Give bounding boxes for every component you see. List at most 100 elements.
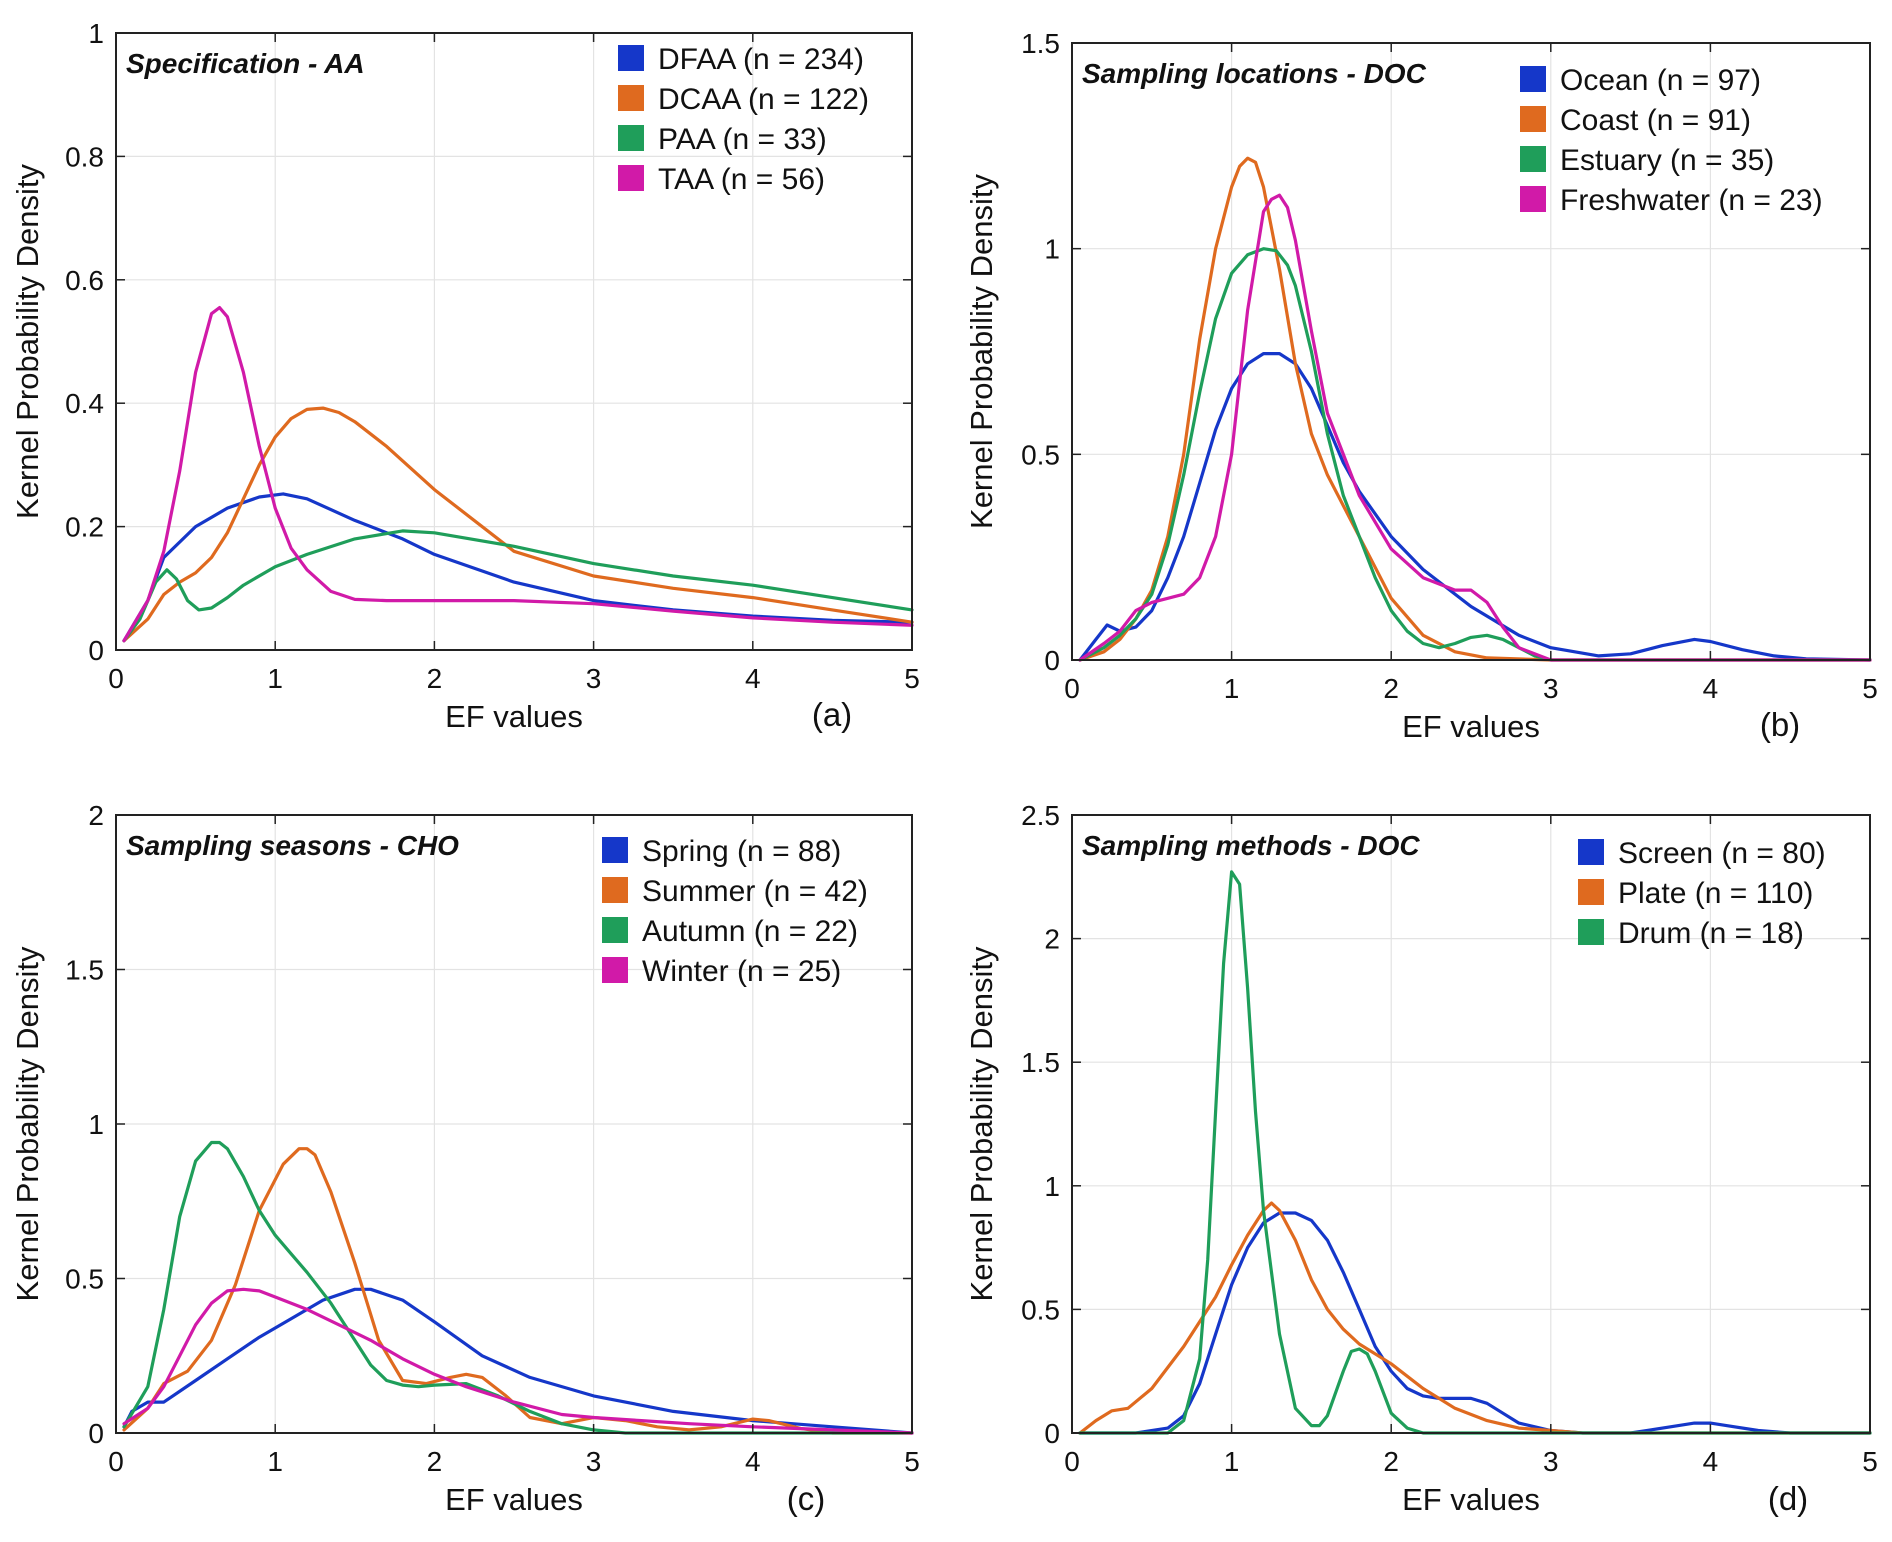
legend-label: Spring (n = 88) [642,835,841,868]
series-line-a-3 [122,306,914,643]
x-tick-label: 3 [586,1446,602,1477]
y-tick-label: 0 [1044,1418,1060,1449]
x-tick-label: 1 [267,663,283,694]
y-tick-label: 2.5 [1021,800,1060,831]
x-tick-label: 5 [1862,673,1878,704]
y-tick-label: 0.5 [65,1264,104,1295]
y-tick-label: 0.5 [1021,439,1060,470]
y-tick-label: 1 [1044,1171,1060,1202]
legend-swatch [1578,919,1604,945]
x-tick-label: 1 [267,1446,283,1477]
plot-area [1072,815,1870,1433]
legend-swatch [1520,106,1546,132]
series-line-a-1 [122,406,914,643]
x-tick-label: 1 [1224,1446,1240,1477]
x-tick-label: 0 [108,1446,124,1477]
series-line-b-3 [1078,193,1872,662]
plot-area [1072,43,1870,660]
panel-title: Specification - AA [126,48,365,79]
axes-frame [1071,42,1871,661]
legend-swatch [618,165,644,191]
panel-label: (b) [1760,706,1800,743]
y-axis-title: Kernel Probability Density [964,174,999,529]
series-line-a-2 [122,529,914,643]
series-line-c-3 [122,1287,914,1435]
legend-label: DFAA (n = 234) [658,43,864,76]
y-axis-title: Kernel Probability Density [10,946,45,1301]
panel-title: Sampling locations - DOC [1082,58,1427,89]
legend-swatch [602,957,628,983]
legend-swatch [1520,146,1546,172]
x-tick-label: 0 [1064,1446,1080,1477]
x-tick-label: 4 [1703,673,1719,704]
y-tick-label: 0.4 [65,388,104,419]
series-line-d-2 [1078,870,1872,1435]
y-tick-label: 0.2 [65,512,104,543]
legend-swatch [602,837,628,863]
legend-label: Summer (n = 42) [642,875,868,908]
y-tick-label: 1 [88,1109,104,1140]
legend: Screen (n = 80) Plate (n = 110) Drum (n = … [1578,837,1826,950]
legend-swatch [1520,66,1546,92]
x-tick-label: 2 [427,1446,443,1477]
axes-frame [1071,814,1871,1434]
x-tick-label: 4 [745,663,761,694]
y-tick-label: 0.5 [1021,1294,1060,1325]
legend: DFAA (n = 234) DCAA (n = 122) PAA (n = 33)… [618,43,869,196]
legend-swatch [602,877,628,903]
legend-swatch [602,917,628,943]
x-tick-label: 2 [1383,1446,1399,1477]
x-tick-label: 5 [904,1446,920,1477]
legend-label: Autumn (n = 22) [642,915,858,948]
legend-swatch [1520,186,1546,212]
legend-swatch [618,125,644,151]
y-tick-label: 2 [88,800,104,831]
chart-panel-a: 0 1 2 3 4 5 0 0.2 0.4 0.6 0.8 1 EF values Kernel Prob… [10,18,920,734]
legend-label: Ocean (n = 97) [1560,64,1761,97]
x-tick-label: 1 [1224,673,1240,704]
panel-title: Sampling methods - DOC [1082,830,1420,861]
series-line-d-0 [1078,1211,1872,1435]
x-tick-label: 5 [1862,1446,1878,1477]
legend-label: Winter (n = 25) [642,955,841,988]
legend-swatch [1578,839,1604,865]
series-line-b-2 [1078,247,1872,662]
x-tick-label: 4 [745,1446,761,1477]
x-axis-title: EF values [1402,709,1540,744]
x-tick-label: 0 [1064,673,1080,704]
chart-panel-b: 0 1 2 3 4 5 0 0.5 1 1.5 EF values Kernel Probabilit… [964,28,1878,744]
x-tick-label: 2 [1383,673,1399,704]
x-axis-title: EF values [445,699,583,734]
panel-label: (a) [812,696,852,733]
legend-label: Freshwater (n = 23) [1560,184,1823,217]
y-tick-label: 0.8 [65,141,104,172]
legend-swatch [618,85,644,111]
x-tick-label: 4 [1703,1446,1719,1477]
y-axis-title: Kernel Probability Density [964,946,999,1301]
y-tick-label: 0.6 [65,265,104,296]
x-tick-label: 2 [427,663,443,694]
series-line-d-1 [1078,1201,1872,1435]
axes-frame [115,32,913,651]
legend-label: Coast (n = 91) [1560,104,1751,137]
panel-label: (c) [787,1480,825,1517]
legend-label: Screen (n = 80) [1618,837,1826,870]
y-axis-title: Kernel Probability Density [10,164,45,519]
legend-label: Drum (n = 18) [1618,917,1804,950]
x-axis-title: EF values [1402,1482,1540,1517]
legend-label: DCAA (n = 122) [658,83,869,116]
y-tick-label: 0 [88,635,104,666]
x-tick-label: 5 [904,663,920,694]
x-tick-label: 0 [108,663,124,694]
panel-label: (d) [1768,1480,1808,1517]
legend-label: TAA (n = 56) [658,163,825,196]
series-line-c-2 [122,1140,914,1435]
x-tick-label: 3 [586,663,602,694]
y-tick-label: 1.5 [65,955,104,986]
legend: Ocean (n = 97) Coast (n = 91) Estuary (n =… [1520,64,1823,217]
legend-label: Plate (n = 110) [1618,877,1813,910]
panel-title: Sampling seasons - CHO [126,830,459,861]
y-tick-label: 1 [1044,234,1060,265]
